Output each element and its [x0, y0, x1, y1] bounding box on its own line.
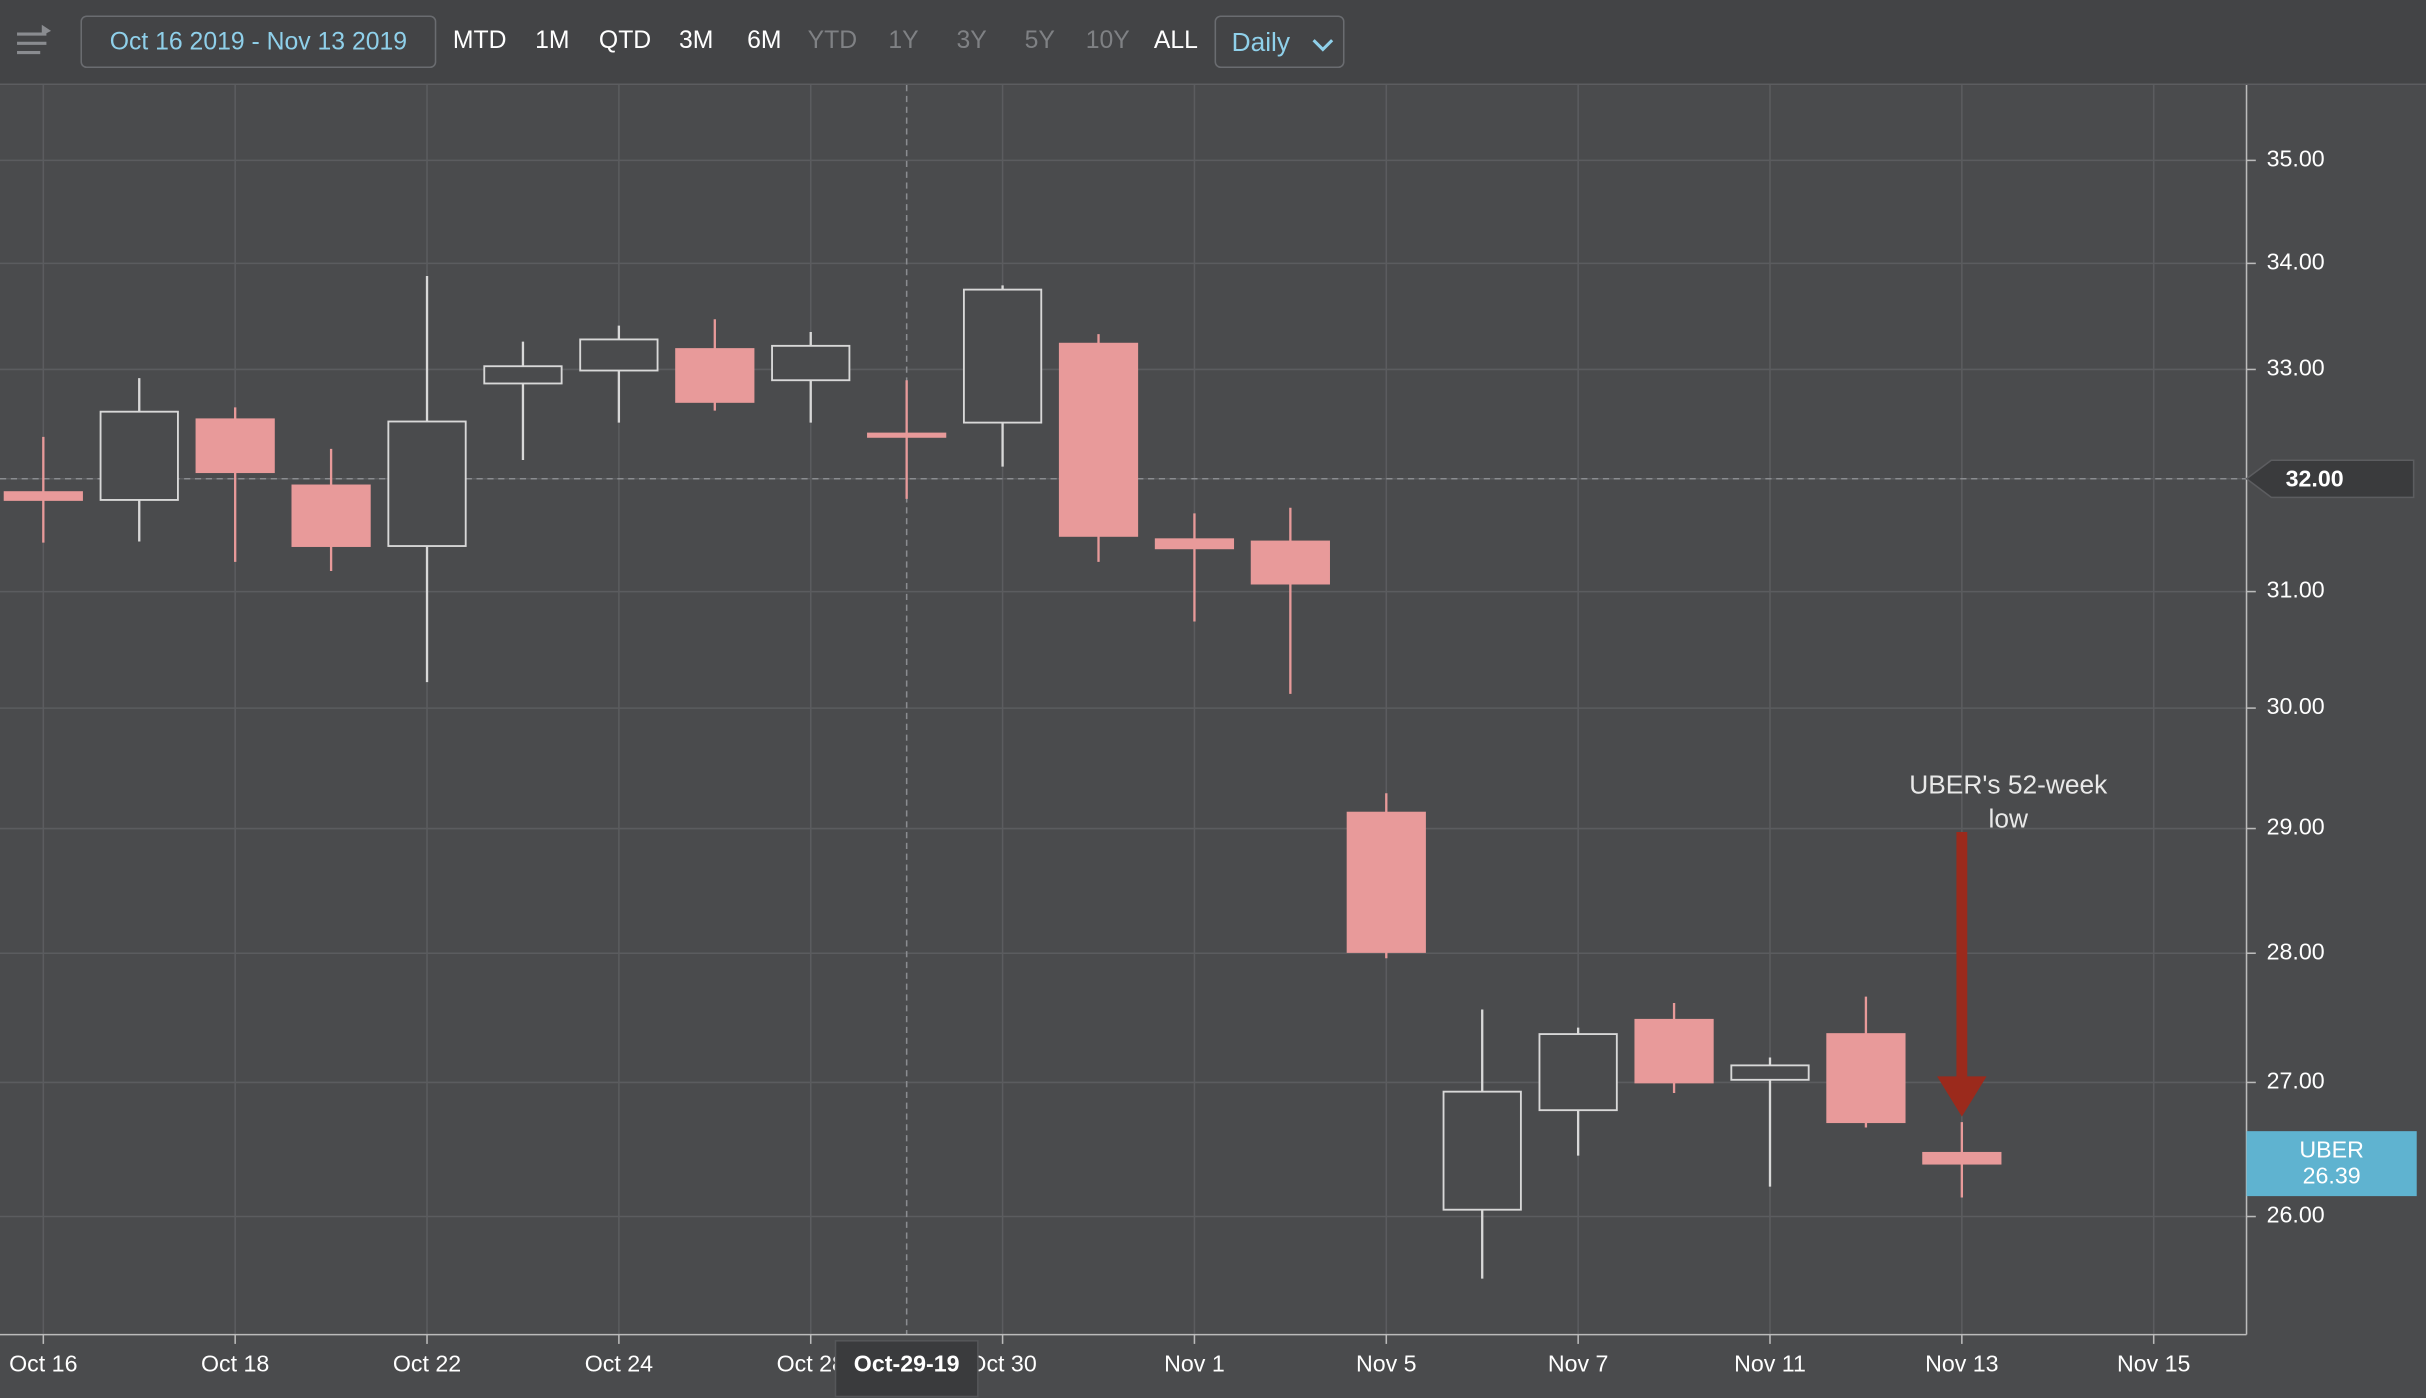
candle-body [1154, 538, 1235, 550]
candle-body [579, 338, 659, 372]
x-tick-label: Oct 18 [201, 1351, 269, 1377]
candle-body [1922, 1151, 2002, 1165]
crosshair-y-box [2245, 459, 2415, 499]
candle-body [3, 491, 83, 501]
range-button[interactable]: 1Y [888, 27, 919, 55]
annotation: UBER's 52-week low [1909, 770, 2108, 834]
y-tick-label: 30.00 [2267, 693, 2325, 719]
y-tick-label: 35.00 [2267, 146, 2325, 172]
date-range-button[interactable]: Oct 16 2019 - Nov 13 2019 [80, 15, 437, 69]
candle-body [1538, 1033, 1618, 1112]
range-button[interactable]: 3M [679, 27, 714, 55]
candle-body [291, 484, 371, 547]
range-button[interactable]: 10Y [1085, 27, 1130, 55]
range-button[interactable]: YTD [807, 27, 858, 55]
crosshair-x-label: Oct-29-19 [854, 1351, 960, 1377]
candle-body [1442, 1090, 1522, 1211]
crosshair-y-label: 32.00 [2286, 465, 2344, 491]
plot-area [0, 85, 2247, 1335]
last-price-tag [2246, 1131, 2417, 1197]
range-button[interactable]: QTD [598, 27, 652, 55]
x-tick-label: Oct 28 [777, 1351, 845, 1377]
y-tick-label: 34.00 [2267, 249, 2325, 275]
x-tick-label: Nov 1 [1164, 1351, 1225, 1377]
annotation-arrowhead [1937, 1076, 1987, 1117]
candle-body [771, 344, 851, 382]
candle-body [1346, 811, 1426, 953]
x-tick-label: Oct 24 [585, 1351, 653, 1377]
x-tick-label: Nov 13 [1925, 1351, 1998, 1377]
crosshair-x-box [834, 1340, 979, 1398]
candle-body [387, 420, 467, 547]
last-price-name: UBER [2299, 1136, 2363, 1162]
candle-body [867, 432, 947, 438]
x-tick-label: Oct 30 [968, 1351, 1036, 1377]
x-tick-label: Nov 11 [1734, 1351, 1806, 1377]
dropdown-caret [1312, 39, 1334, 52]
interval-dropdown[interactable]: Daily [1214, 15, 1345, 69]
range-button[interactable]: MTD [452, 27, 507, 55]
x-tick-label: Nov 7 [1548, 1351, 1609, 1377]
x-tick-label: Oct 22 [393, 1351, 461, 1377]
y-tick-label: 28.00 [2267, 938, 2325, 964]
interval-label: Daily [1231, 27, 1291, 58]
candle-body [1826, 1033, 1906, 1124]
range-button[interactable]: 3Y [956, 27, 987, 55]
candle-body [962, 288, 1043, 424]
range-button[interactable]: 5Y [1024, 27, 1055, 55]
candle-body [1634, 1018, 1714, 1084]
chart: 26.00 27.00 28.00 29.00 30.00 31.00 32.00 33.00… [0, 85, 2417, 1398]
range-button[interactable]: ALL [1153, 27, 1198, 55]
range-button[interactable]: 1M [535, 27, 570, 55]
candle-body [675, 348, 755, 403]
candle-body [1250, 540, 1330, 585]
x-tick-label: Oct 16 [9, 1351, 77, 1377]
y-tick-label: 31.00 [2267, 577, 2325, 603]
range-button[interactable]: 6M [747, 27, 782, 55]
y-tick-label: 33.00 [2267, 355, 2325, 381]
y-tick-label: 29.00 [2267, 814, 2325, 840]
menu-icon[interactable] [9, 19, 55, 65]
candle-body [1730, 1064, 1810, 1081]
y-tick-label: 27.00 [2267, 1068, 2325, 1094]
x-tick-label: Nov 15 [2117, 1351, 2190, 1377]
toolbar: Oct 16 2019 - Nov 13 2019 Daily MTD 1M QTD… [0, 0, 2426, 86]
x-tick-label: Nov 5 [1356, 1351, 1417, 1377]
y-tick-label: 26.00 [2267, 1202, 2325, 1228]
candle-body [483, 365, 563, 385]
candle-body [99, 410, 179, 501]
candle-body [1058, 342, 1139, 537]
last-price-value: 26.39 [2303, 1163, 2361, 1189]
candle-body [195, 418, 275, 474]
